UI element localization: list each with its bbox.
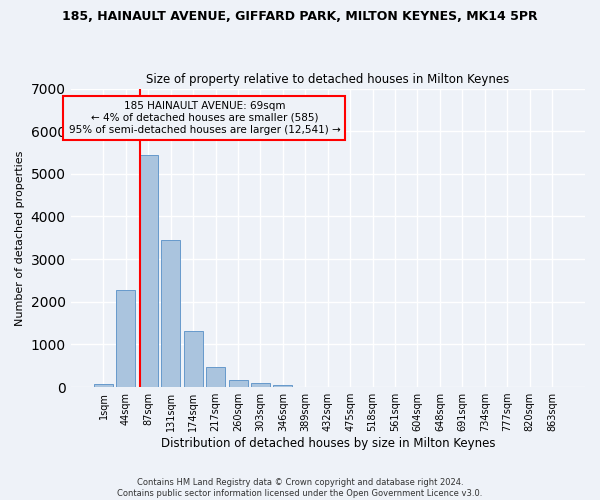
Bar [274, 384, 292, 387]
Text: 185, HAINAULT AVENUE, GIFFARD PARK, MILTON KEYNES, MK14 5PR: 185, HAINAULT AVENUE, GIFFARD PARK, MILT… [62, 10, 538, 23]
Bar [229, 380, 248, 387]
Y-axis label: Number of detached properties: Number of detached properties [15, 150, 25, 326]
Bar [184, 331, 203, 387]
Text: Contains HM Land Registry data © Crown copyright and database right 2024.
Contai: Contains HM Land Registry data © Crown c… [118, 478, 482, 498]
Title: Size of property relative to detached houses in Milton Keynes: Size of property relative to detached ho… [146, 73, 509, 86]
Bar [94, 384, 113, 387]
Text: 185 HAINAULT AVENUE: 69sqm
← 4% of detached houses are smaller (585)
95% of semi: 185 HAINAULT AVENUE: 69sqm ← 4% of detac… [68, 102, 340, 134]
Bar [251, 383, 270, 387]
Bar [116, 290, 136, 387]
Bar [161, 240, 180, 387]
Bar [139, 154, 158, 387]
X-axis label: Distribution of detached houses by size in Milton Keynes: Distribution of detached houses by size … [161, 437, 495, 450]
Bar [206, 367, 225, 387]
